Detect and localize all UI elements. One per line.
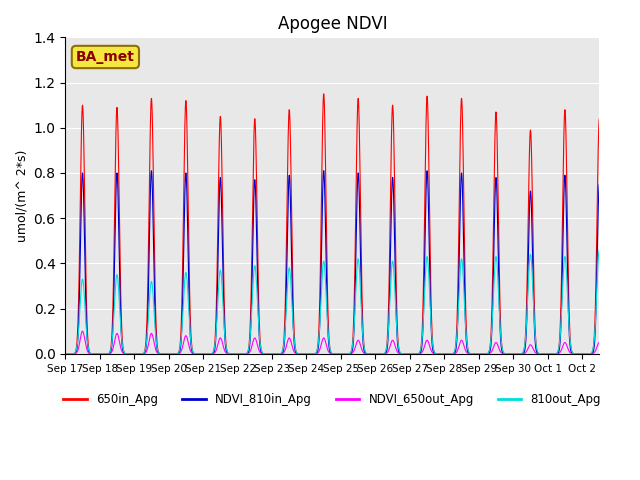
Legend: 650in_Apg, NDVI_810in_Apg, NDVI_650out_Apg, 810out_Apg: 650in_Apg, NDVI_810in_Apg, NDVI_650out_A… <box>59 389 606 411</box>
Title: Apogee NDVI: Apogee NDVI <box>278 15 387 33</box>
Y-axis label: umol/(m^ 2*s): umol/(m^ 2*s) <box>15 149 28 242</box>
Text: BA_met: BA_met <box>76 50 135 64</box>
